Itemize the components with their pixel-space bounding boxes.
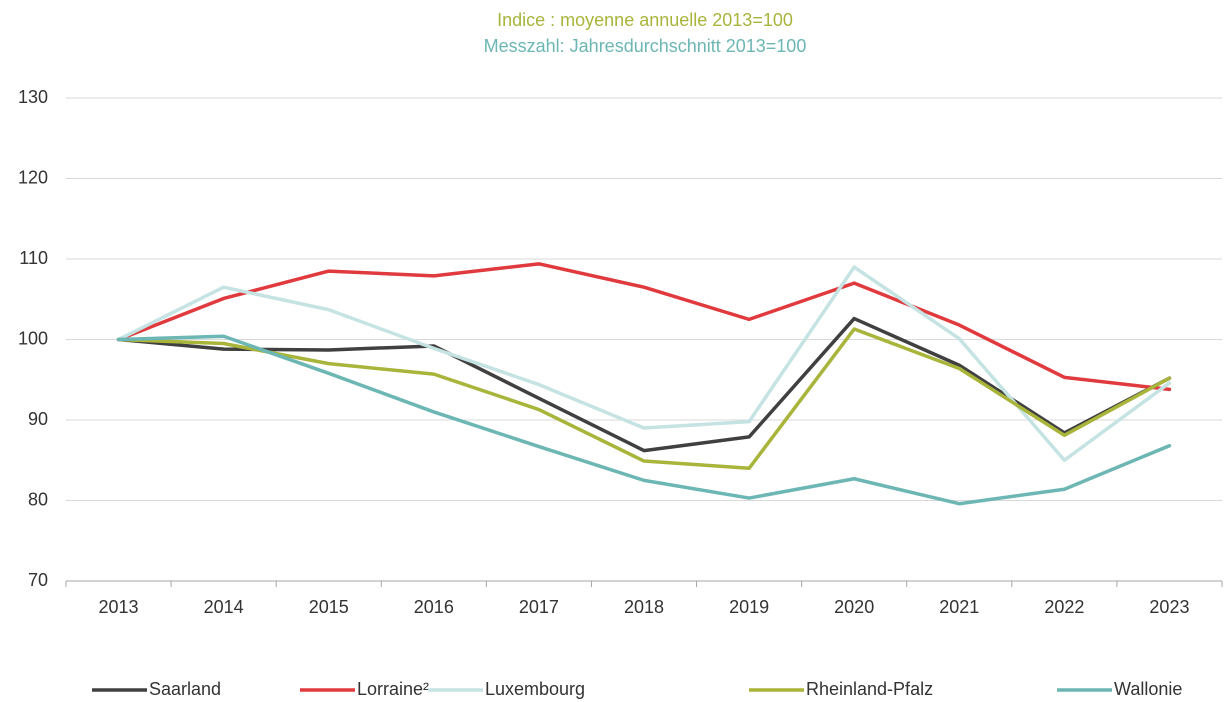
x-tick-label: 2019 (729, 597, 769, 617)
y-tick-label: 100 (18, 328, 48, 348)
series-line (116, 316, 1172, 453)
series-line (116, 265, 1172, 462)
x-tick-label: 2020 (834, 597, 874, 617)
x-tick-label: 2014 (204, 597, 244, 617)
x-tick-label: 2013 (99, 597, 139, 617)
y-tick-label: 90 (28, 409, 48, 429)
x-tick-label: 2021 (939, 597, 979, 617)
chart-title: Indice : moyenne annuelle 2013=100 (497, 10, 793, 30)
y-tick-label: 70 (28, 570, 48, 590)
legend-label: Wallonie (1114, 679, 1182, 699)
series-line (116, 327, 1172, 471)
x-tick-label: 2018 (624, 597, 664, 617)
x-tick-label: 2015 (309, 597, 349, 617)
series-line (116, 334, 1172, 506)
x-tick-label: 2016 (414, 597, 454, 617)
chart-subtitle: Messzahl: Jahresdurchschnitt 2013=100 (484, 36, 807, 56)
legend-label: Lorraine² (357, 679, 429, 699)
y-tick-label: 80 (28, 489, 48, 509)
legend-label: Rheinland-Pfalz (806, 679, 933, 699)
x-tick-label: 2017 (519, 597, 559, 617)
y-tick-label: 130 (18, 87, 48, 107)
legend-label: Luxembourg (485, 679, 585, 699)
y-tick-label: 120 (18, 167, 48, 187)
series-line (116, 262, 1172, 392)
y-tick-label: 110 (19, 248, 48, 268)
legend-label: Saarland (149, 679, 221, 699)
x-tick-label: 2022 (1044, 597, 1084, 617)
x-tick-label: 2023 (1149, 597, 1189, 617)
